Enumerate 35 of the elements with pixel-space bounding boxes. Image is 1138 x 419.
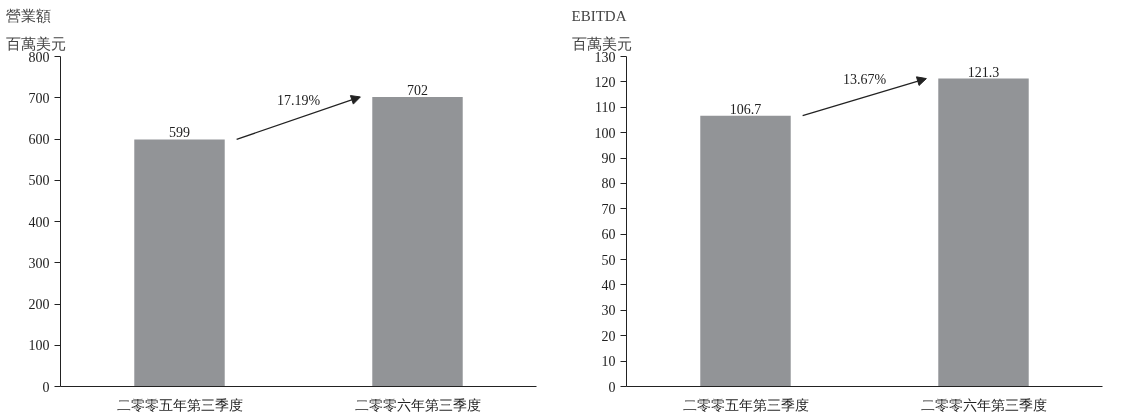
y-axis-title: 百萬美元 <box>5 35 66 52</box>
x-tick-label: 二零零六年第三季度 <box>920 397 1047 413</box>
annotation: 17.19% <box>276 93 321 109</box>
y-tick-label: 700 <box>28 90 50 106</box>
y-tick-label: 60 <box>601 227 616 243</box>
x-tick-label: 二零零六年第三季度 <box>354 397 481 413</box>
y-tick-label: 300 <box>28 255 50 271</box>
y-tick-label: 0 <box>608 379 616 395</box>
y-tick-label: 600 <box>28 132 50 147</box>
annotation: 13.67% <box>842 72 887 88</box>
y-tick-label: 500 <box>28 173 50 189</box>
chart-title: 營業額 <box>5 7 51 24</box>
y-tick-label: 90 <box>601 151 616 167</box>
data-label: 121.3 <box>967 64 1000 80</box>
data-label: 106.7 <box>729 101 762 117</box>
y-tick-label: 400 <box>28 214 50 230</box>
chart-title: EBITDA <box>571 7 627 24</box>
y-tick-label: 70 <box>601 201 616 217</box>
y-axis-title: 百萬美元 <box>571 35 632 52</box>
y-tick-label: 100 <box>28 338 50 354</box>
y-tick-label: 120 <box>594 74 616 90</box>
x-tick-label: 二零零五年第三季度 <box>116 397 243 413</box>
data-label: 599 <box>169 125 190 141</box>
y-tick-label: 40 <box>601 277 616 293</box>
y-tick-label: 110 <box>595 100 616 116</box>
y-tick-label: 50 <box>601 252 616 268</box>
y-tick-label: 10 <box>601 354 616 370</box>
data-label: 702 <box>407 82 428 98</box>
y-tick-label: 30 <box>601 303 616 319</box>
y-tick-label: 20 <box>601 328 616 344</box>
x-tick-label: 二零零五年第三季度 <box>682 397 809 413</box>
y-tick-label: 0 <box>42 379 50 395</box>
y-tick-label: 80 <box>601 176 616 192</box>
y-tick-label: 100 <box>594 125 616 141</box>
y-tick-label: 200 <box>28 297 50 312</box>
